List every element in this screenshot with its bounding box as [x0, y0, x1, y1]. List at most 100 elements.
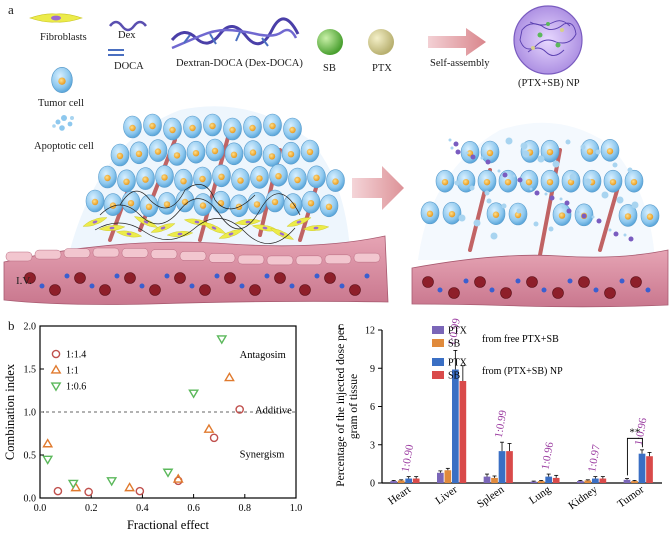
apoptotic-fragment: [505, 137, 513, 145]
data-point-1:1: [203, 423, 215, 433]
bar-heart: [405, 478, 413, 483]
apoptotic-fragment: [569, 173, 577, 181]
data-point-1:1.4: [53, 486, 63, 496]
legend-ptx: PTX: [372, 63, 392, 74]
apoptotic-fragment: [458, 214, 466, 222]
apoptotic-fragment: [623, 233, 627, 237]
tumor-cell: [319, 194, 339, 218]
apoptotic-fragment: [544, 192, 548, 196]
data-point-1:0.6: [188, 389, 200, 399]
bar-tumor: [646, 456, 653, 483]
nanoparticle: [114, 273, 120, 279]
nanoparticle: [593, 287, 599, 293]
red-blood-cell: [422, 276, 434, 288]
data-point-1:0.6: [67, 479, 79, 489]
legend-group-label: from (PTX+SB) NP: [482, 366, 563, 377]
red-blood-cell: [630, 276, 642, 288]
tumor-cell: [326, 169, 345, 193]
nanoparticle: [628, 236, 634, 242]
tumor-cell: [480, 140, 500, 164]
category-label-liver: Liver: [433, 483, 460, 507]
data-point-1:0.6: [42, 455, 54, 465]
panel-a-letter: a: [8, 2, 14, 17]
bar-kidney: [599, 478, 607, 483]
legend-fibroblasts: Fibroblasts: [40, 32, 87, 43]
panel-c-chart: 0 3 6 9 12 Percentage of the injected dose pe…: [335, 318, 662, 512]
nanoparticle: [239, 283, 245, 289]
apoptotic-fragment: [591, 215, 595, 219]
tumor-cell: [519, 169, 539, 193]
nanoparticle-icon: [513, 5, 583, 75]
tumor-cell: [175, 189, 195, 213]
apoptotic-fragment: [450, 146, 454, 150]
y-tick-label: 6: [370, 402, 375, 413]
bar-spleen: [491, 477, 498, 483]
apoptotic-fragment: [484, 190, 490, 196]
nanoparticle: [214, 273, 220, 279]
data-point-1:1.4: [235, 405, 244, 414]
legend-dex: Dex: [118, 30, 136, 41]
nanoparticle: [64, 273, 70, 279]
tumor-cell: [307, 165, 326, 189]
apoptotic-fragment: [565, 139, 571, 145]
apoptotic-fragment: [520, 142, 528, 150]
tumor-cell: [624, 169, 644, 193]
bar-lung: [545, 476, 553, 483]
tumor-cell: [435, 169, 455, 193]
apoptotic-fragment: [595, 149, 601, 155]
endothelial-cell: [63, 248, 91, 258]
red-blood-cell: [74, 272, 86, 284]
tumor-cell: [224, 142, 244, 166]
x-tick-label: 0.8: [239, 503, 252, 514]
red-blood-cell: [174, 272, 186, 284]
legend-apoptotic-cell: Apoptotic cell: [34, 141, 94, 152]
red-blood-cell: [299, 284, 311, 296]
apoptotic-fragment: [612, 162, 618, 168]
tumor-cell: [508, 202, 528, 226]
ratio-label: 1:0.99: [493, 409, 510, 439]
apoptotic-fragment: [469, 185, 475, 191]
category-label-spleen: Spleen: [475, 483, 507, 510]
tumor-cell: [103, 193, 123, 217]
nanoparticle: [541, 287, 547, 293]
tumor-cell: [640, 204, 660, 228]
tumor-cell: [301, 190, 321, 214]
bar-liver: [437, 472, 444, 483]
apoptotic-fragment: [486, 198, 492, 204]
bar-spleen: [506, 451, 513, 483]
nanoparticle: [567, 278, 573, 284]
apoptotic-fragment: [580, 144, 586, 150]
apoptotic-fragment: [584, 178, 592, 186]
nanoparticle: [264, 273, 270, 279]
nanoparticle: [453, 141, 459, 147]
nanoparticle: [89, 283, 95, 289]
y-axis-label: Combination index: [3, 363, 17, 460]
tumor-cell: [223, 117, 242, 141]
nanoparticle: [502, 172, 508, 178]
tumor-cell: [139, 194, 159, 218]
bar-kidney: [584, 480, 592, 483]
nanoparticle: [645, 287, 651, 293]
tumor-cell: [460, 140, 480, 164]
nanoparticle: [164, 273, 170, 279]
tumor-cell: [561, 169, 581, 193]
dex-doca-icon: [170, 17, 300, 50]
tumor-cell: [243, 115, 262, 139]
fibroblast-icon: [29, 13, 83, 23]
legend-label: SB: [448, 371, 461, 382]
legend-swatch: [432, 326, 444, 334]
y-tick-label: 0.0: [24, 494, 37, 505]
nanoparticle: [515, 278, 521, 284]
bar-heart: [412, 478, 420, 483]
blood-vessel-left: [3, 235, 389, 305]
tumor-cell: [163, 117, 182, 141]
endothelial-cell: [208, 253, 236, 263]
apoptotic-fragment: [616, 196, 624, 204]
bar-lung: [530, 481, 538, 483]
endothelial-cell: [5, 251, 33, 262]
tumor-cell: [250, 165, 269, 189]
bar-lung: [552, 477, 560, 483]
tumor-cell: [603, 169, 623, 193]
apoptotic-fragment: [516, 208, 522, 214]
category-label-heart: Heart: [386, 484, 413, 508]
